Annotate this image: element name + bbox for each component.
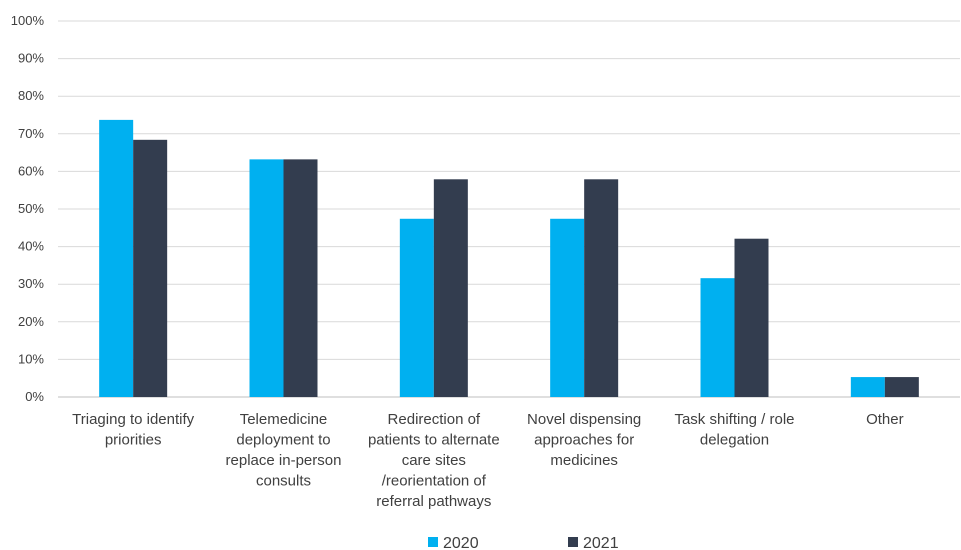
bar-2020-3 [550,218,585,397]
bars [99,119,919,398]
y-tick-label: 80% [18,88,44,103]
gridlines [58,20,960,398]
bar-2021-3 [584,179,619,397]
y-tick-label: 70% [18,126,44,141]
y-tick-label: 60% [18,163,44,178]
bar-2020-0 [99,119,134,397]
legend: 2020 2021 [428,535,619,550]
y-tick-label: 40% [18,239,44,254]
category-label: Triaging to identify priorities [72,411,195,449]
y-tick-label: 100% [11,13,45,28]
y-tick-label: 20% [18,314,44,329]
bar-2020-4 [700,278,735,397]
bar-2021-5 [884,377,919,397]
bar-2020-2 [399,218,434,397]
y-tick-label: 30% [18,276,44,291]
category-label: Novel dispensing approaches for medicines [527,411,641,469]
legend-swatch-2020 [428,537,438,547]
legend-label: 2020 [443,535,479,550]
y-tick-label: 50% [18,201,44,216]
y-tick-label: 90% [18,51,44,66]
category-label: Telemedicine deployment to replace in-pers… [226,411,342,490]
category-label: Other [866,411,904,428]
bar-2021-4 [734,238,769,397]
y-tick-label: 0% [25,389,44,404]
bar-2021-0 [133,139,168,398]
legend-label: 2021 [583,535,619,550]
bar-2021-2 [433,179,468,397]
bar-2020-1 [249,159,284,397]
y-tick-label: 10% [18,351,44,366]
x-axis: Triaging to identify priorities Telemedici… [72,411,903,510]
category-label: Redirection of patients to alternate care … [368,411,500,510]
bar-2021-1 [283,159,318,397]
category-label: Task shifting / role delegation [674,411,794,449]
y-axis: 0% 10% 20% 30% 40% 50% 60% 70% 80% 90% 100% [11,13,45,404]
legend-swatch-2021 [568,537,578,547]
bar-2020-5 [850,377,885,397]
